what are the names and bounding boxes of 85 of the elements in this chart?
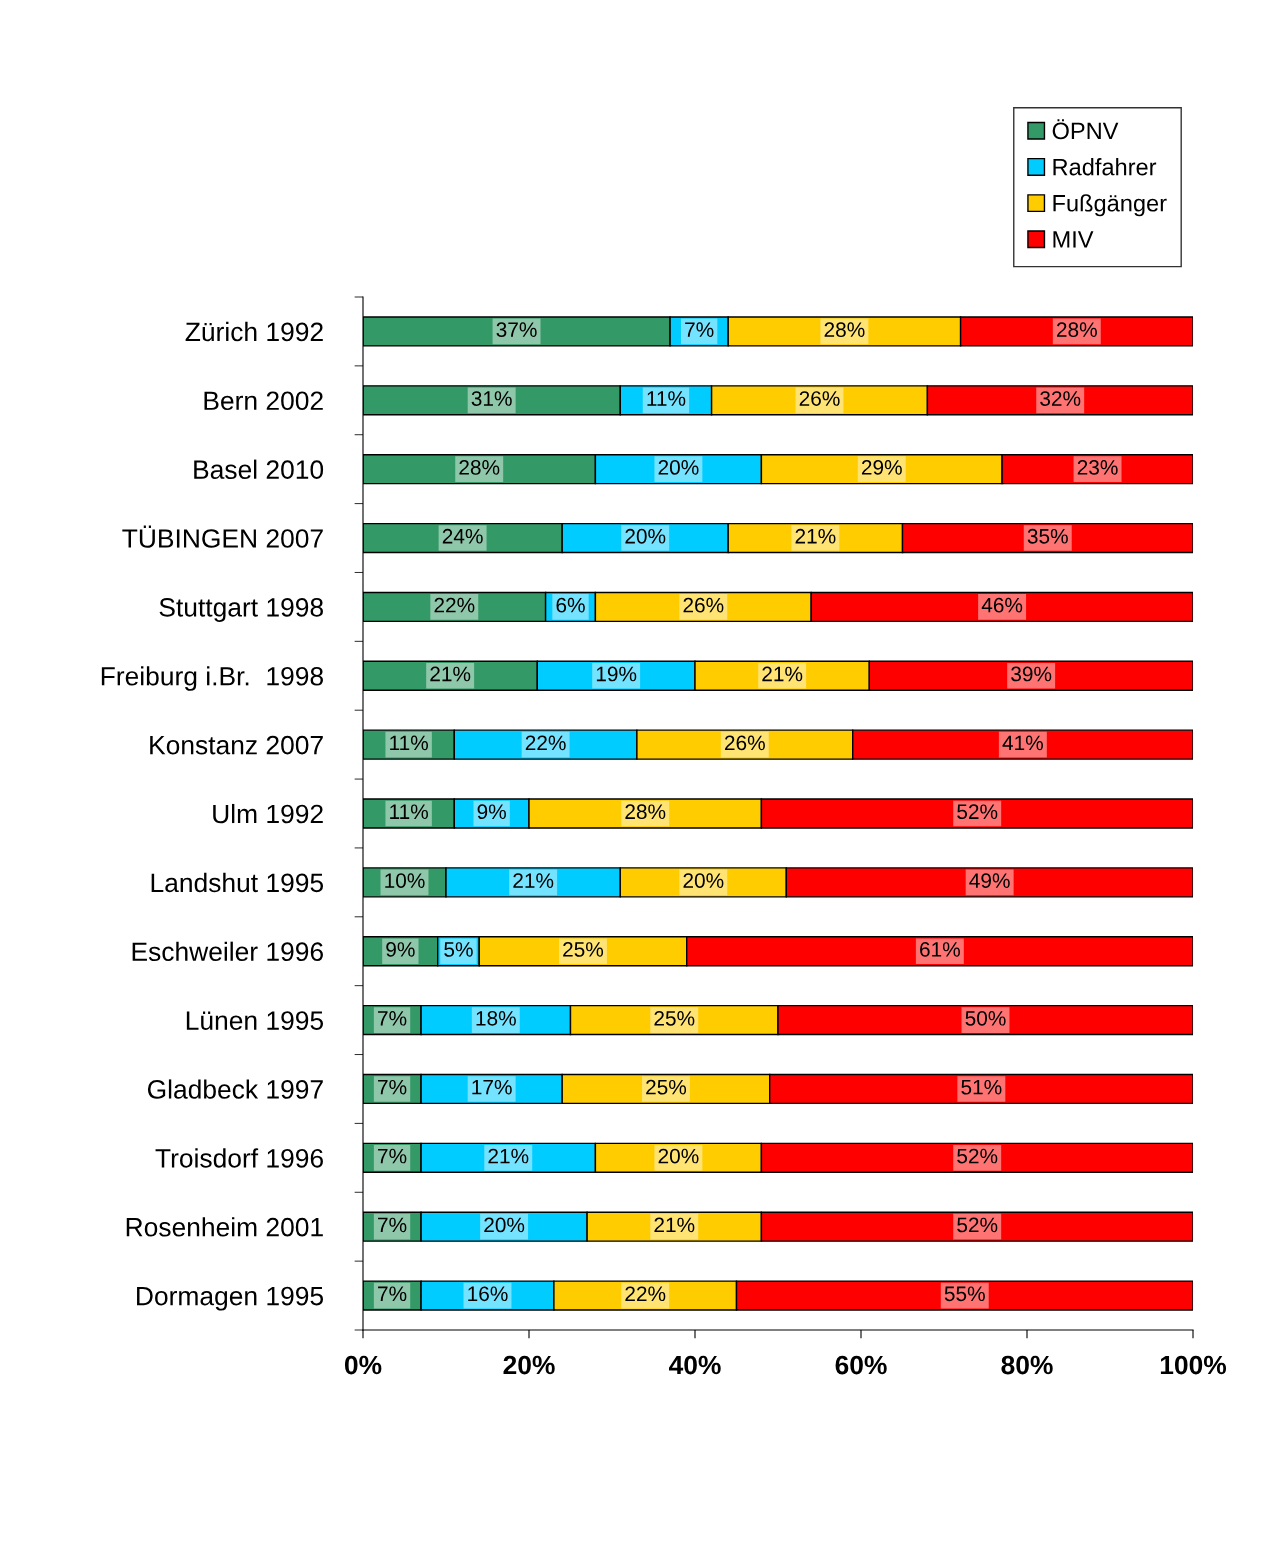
data-label: 28% [459,460,500,475]
data-label: 20% [625,528,666,544]
data-label: 20% [484,1217,525,1233]
y-tick-label: Dormagen 1995 [137,1286,324,1311]
data-label: 22% [625,1286,666,1302]
data-label: 9% [386,942,415,957]
data-label: 31% [471,391,512,406]
data-label: 29% [861,460,902,475]
x-tick-label: 40% [668,1355,721,1375]
legend-label: Fußgänger [1053,194,1167,217]
data-label: 22% [434,597,475,613]
data-label: 61% [920,942,960,957]
legend-label: ÖPNV [1052,119,1119,140]
data-label: 7% [378,1217,407,1233]
y-tick-label: Konstanz 2007 [150,735,323,755]
data-label: 7% [378,1148,407,1164]
data-label: 23% [1077,460,1118,475]
x-tick-label: 100% [1160,1355,1227,1375]
data-label: 21% [795,528,836,544]
data-label: 25% [563,942,604,957]
data-label: 11% [647,391,686,406]
data-label: 7% [378,1011,407,1026]
data-label: 19% [596,666,637,682]
x-tick-label: 60% [835,1355,887,1375]
data-label: 26% [683,597,724,613]
data-label: 46% [981,597,1023,613]
data-label: 21% [430,666,471,682]
data-label: 11% [390,735,428,751]
data-label: 37% [496,322,537,338]
x-tick-label: 80% [1001,1355,1053,1375]
data-label: 51% [961,1079,1002,1095]
data-label: 28% [1057,322,1097,338]
data-label: 32% [1040,391,1081,406]
data-label: 11% [390,804,428,820]
data-label: 41% [1002,735,1043,751]
y-tick-label: Lünen 1995 [186,1011,324,1030]
data-label: 52% [957,1217,998,1233]
y-tick-label: TÜBINGEN 2007 [122,525,323,548]
data-label: 20% [658,460,699,475]
x-tick-label: 0% [344,1355,382,1375]
y-tick-label: Freiburg i.Br. 1998 [101,666,323,691]
data-label: 17% [472,1079,512,1095]
x-tick-label: 20% [503,1355,555,1375]
y-tick-label: Basel 2010 [194,459,324,479]
legend-label: Radfahrer [1053,158,1157,176]
data-label: 55% [944,1286,985,1302]
y-tick-label: Stuttgart 1998 [159,598,323,622]
data-label: 21% [762,666,803,682]
data-label: 28% [824,322,865,338]
data-label: 7% [685,322,714,337]
y-tick-label: Landshut 1995 [151,872,324,893]
data-label: 35% [1027,528,1068,544]
data-label: 52% [957,1148,998,1164]
data-label: 39% [1011,666,1052,682]
data-label: 7% [378,1286,407,1302]
y-tick-label: Zürich 1992 [185,321,323,342]
legend-label: MIV [1053,231,1094,248]
data-label: 25% [654,1010,695,1026]
data-label: 16% [468,1286,508,1302]
data-label: 10% [385,873,425,888]
data-label: 21% [513,873,554,888]
y-tick-label: Bern 2002 [204,391,323,411]
data-label: 50% [965,1010,1006,1026]
data-label: 28% [625,804,666,820]
y-tick-label: Eschweiler 1996 [132,941,323,962]
data-label: 21% [654,1217,695,1233]
data-label: 9% [477,804,506,820]
data-label: 20% [658,1148,699,1164]
data-label: 26% [799,391,840,406]
data-label: 49% [969,873,1010,888]
data-label: 52% [957,804,998,820]
y-tick-label: Ulm 1992 [213,803,323,824]
y-tick-label: Troisdorf 1996 [155,1148,323,1168]
data-label: 5% [444,942,473,957]
data-label: 21% [488,1148,529,1164]
data-label: 6% [556,597,585,613]
data-label: 25% [646,1079,687,1095]
data-label: 26% [725,735,765,751]
y-tick-label: Rosenheim 2001 [126,1217,323,1237]
data-label: 18% [476,1010,516,1026]
y-tick-label: Gladbeck 1997 [147,1079,323,1099]
data-label: 22% [525,735,566,751]
data-label: 7% [378,1079,407,1095]
data-label: 24% [442,528,483,544]
data-label: 20% [683,873,724,888]
